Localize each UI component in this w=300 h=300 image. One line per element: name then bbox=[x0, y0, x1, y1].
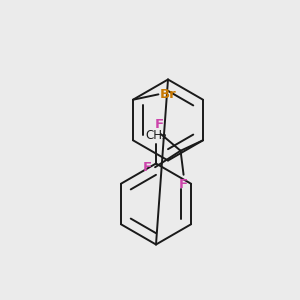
Text: Br: Br bbox=[160, 88, 177, 101]
Text: F: F bbox=[179, 178, 188, 191]
Text: F: F bbox=[142, 161, 152, 174]
Text: F: F bbox=[155, 118, 164, 131]
Text: CH₃: CH₃ bbox=[145, 129, 167, 142]
